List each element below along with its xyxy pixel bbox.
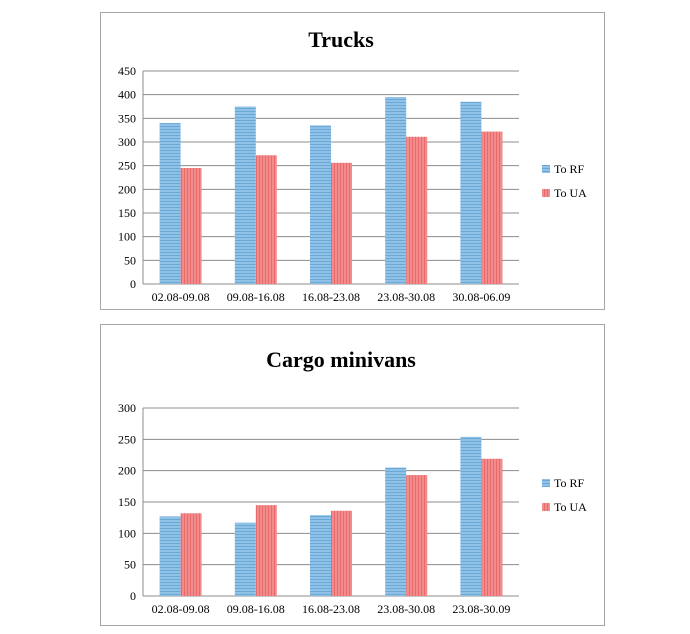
bar-to-ua: [180, 168, 202, 284]
legend-label: To RF: [554, 476, 584, 490]
bar-to-ua: [406, 136, 428, 284]
legend-swatch: [542, 503, 550, 511]
y-tick-label: 200: [118, 182, 136, 196]
y-tick-label: 100: [118, 526, 136, 540]
bar-to-rf: [159, 516, 181, 596]
y-tick-label: 150: [118, 206, 136, 220]
bar-to-ua: [255, 505, 277, 596]
cargo-minivans-chart-panel: Cargo minivans 0 50 100 150 200 250 300 02.08-09…: [100, 324, 605, 626]
y-tick-label: 50: [124, 253, 136, 267]
y-tick-label: 350: [118, 111, 136, 125]
bar-to-ua: [481, 458, 503, 596]
cargo-minivans-chart: Cargo minivans 0 50 100 150 200 250 300 02.08-09…: [118, 347, 587, 616]
trucks-chart: Trucks 0 50 100 150 200 250 300 350 400 450 02.08-0…: [118, 27, 587, 304]
y-tick-label: 100: [118, 230, 136, 244]
y-tick-label: 250: [118, 159, 136, 173]
legend-label: To UA: [554, 500, 587, 514]
y-tick-label: 200: [118, 464, 136, 478]
x-tick-label: 09.08-16.08: [227, 290, 285, 304]
x-tick-label: 09.08-16.08: [227, 602, 285, 616]
bar-to-rf: [310, 125, 331, 284]
x-tick-label: 16.08-23.08: [302, 290, 360, 304]
y-tick-label: 300: [118, 401, 136, 415]
x-tick-label: 23.08-30.09: [452, 602, 510, 616]
y-tick-label: 250: [118, 432, 136, 446]
chart-title: Cargo minivans: [266, 347, 416, 372]
y-tick-label: 450: [118, 64, 136, 78]
bar-to-ua: [481, 131, 503, 284]
legend-swatch: [542, 165, 550, 173]
bar-to-ua: [406, 475, 428, 596]
y-tick-label: 50: [124, 558, 136, 572]
y-tick-label: 300: [118, 135, 136, 149]
bar-to-ua: [255, 155, 277, 284]
bar-to-rf: [234, 106, 256, 284]
bar-to-rf: [385, 467, 407, 596]
x-tick-label: 23.08-30.08: [377, 602, 435, 616]
legend-label: To RF: [554, 162, 584, 176]
y-tick-label: 150: [118, 495, 136, 509]
bar-to-rf: [234, 522, 256, 596]
y-tick-label: 0: [130, 277, 136, 291]
legend-swatch: [542, 479, 550, 487]
x-tick-label: 02.08-09.08: [152, 290, 210, 304]
bar-to-rf: [159, 123, 181, 284]
y-tick-label: 400: [118, 88, 136, 102]
legend-swatch: [542, 189, 550, 197]
bar-to-rf: [385, 97, 407, 285]
y-tick-label: 0: [130, 589, 136, 603]
bar-to-rf: [460, 101, 482, 285]
bar-to-ua: [180, 513, 202, 596]
bar-to-rf: [460, 436, 482, 596]
x-tick-label: 23.08-30.08: [377, 290, 435, 304]
legend-label: To UA: [554, 186, 587, 200]
trucks-chart-panel: Trucks 0 50 100 150 200 250 300 350 400 450 02.08-0…: [100, 12, 605, 310]
x-tick-label: 30.08-06.09: [452, 290, 510, 304]
bar-to-rf: [310, 515, 331, 596]
chart-title: Trucks: [308, 27, 374, 52]
x-tick-label: 02.08-09.08: [152, 602, 210, 616]
bar-to-ua: [331, 510, 352, 596]
x-tick-label: 16.08-23.08: [302, 602, 360, 616]
bar-to-ua: [331, 162, 352, 284]
